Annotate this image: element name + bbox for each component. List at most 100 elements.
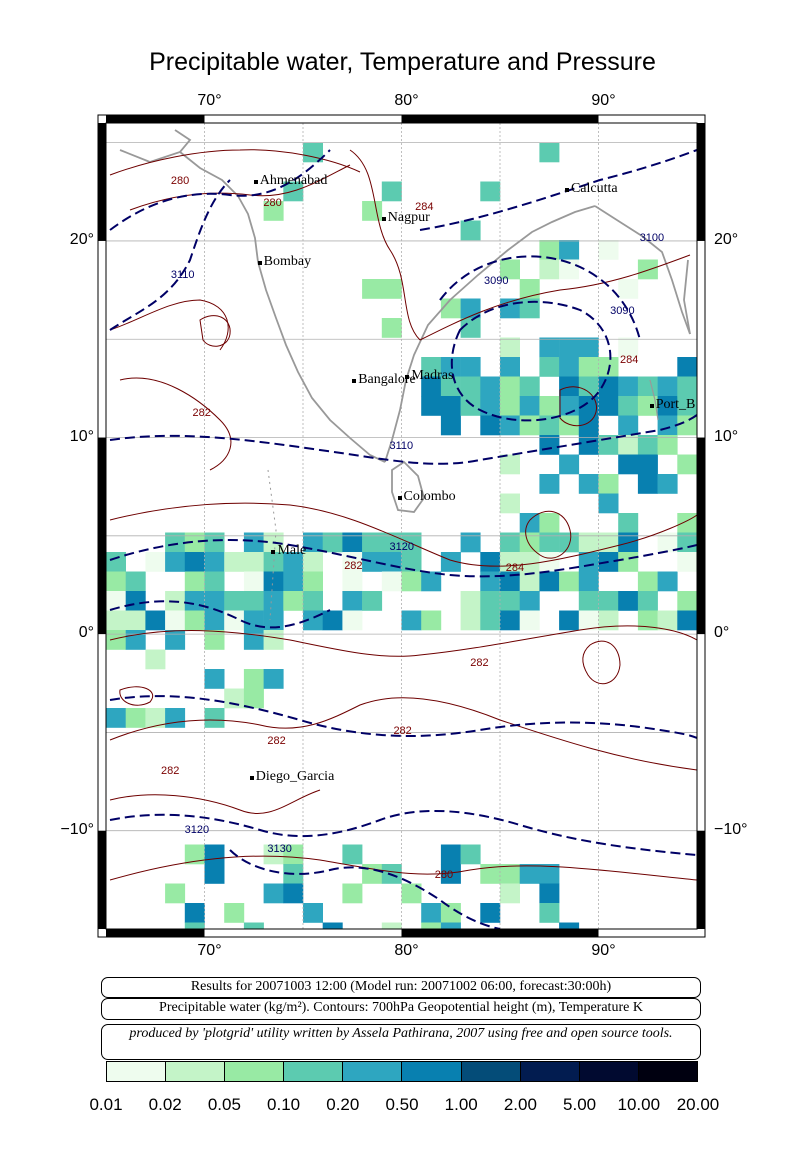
pw-cell-167 [519, 552, 540, 572]
pw-cell-52 [243, 688, 264, 709]
pw-cell-4 [106, 630, 126, 650]
pw-cell-229 [618, 454, 639, 475]
pw-cell-78 [322, 532, 343, 553]
city-marker-0 [253, 179, 258, 184]
contour-label-14: 282 [393, 725, 412, 738]
colorbar-label-8: 5.00 [563, 1095, 597, 1114]
pw-cell-46 [243, 552, 264, 572]
pw-cell-67 [283, 591, 304, 611]
pw-cell-191 [559, 357, 580, 377]
pw-cell-236 [637, 396, 658, 416]
pw-cell-260 [677, 610, 697, 631]
pw-cell-118 [440, 415, 461, 436]
pw-cell-106 [401, 883, 422, 904]
pw-cell-54 [263, 201, 284, 221]
pw-cell-83 [342, 571, 363, 592]
city-marker-6 [649, 404, 654, 409]
pw-cell-51 [243, 669, 264, 689]
pw-cell-137 [480, 415, 501, 436]
colorbar [106, 1061, 698, 1082]
pw-cell-59 [263, 610, 284, 631]
pw-cell-65 [283, 552, 304, 572]
pw-cell-156 [500, 591, 520, 611]
pw-cell-29 [184, 922, 205, 929]
pw-cell-208 [578, 552, 599, 572]
pw-cell-5 [106, 708, 126, 728]
pw-cell-21 [165, 883, 186, 904]
pw-cell-86 [342, 844, 363, 865]
pw-cell-111 [421, 610, 442, 631]
pw-cell-226 [618, 396, 639, 416]
colorbar-swatch-6 [461, 1062, 521, 1081]
frame-bar-left-2 [98, 437, 106, 635]
city-label-9: Diego_Garcia [255, 768, 335, 784]
pw-cell-238 [637, 454, 658, 475]
pw-cell-250 [657, 610, 678, 631]
pw-cell-99 [381, 571, 402, 592]
pw-cell-146 [500, 337, 520, 358]
pw-cell-18 [165, 610, 186, 631]
pw-cell-149 [500, 396, 520, 416]
pw-cell-163 [519, 396, 540, 416]
pw-cell-200 [578, 337, 599, 358]
pw-cell-138 [480, 552, 501, 572]
pw-cell-79 [322, 610, 343, 631]
city-label-5: Madras [411, 367, 454, 383]
pw-cell-198 [559, 610, 580, 631]
pw-cell-181 [539, 513, 560, 533]
pw-cell-164 [519, 415, 540, 436]
pw-cell-41 [224, 591, 245, 611]
pw-cell-237 [637, 435, 658, 455]
pw-cell-32 [204, 571, 225, 592]
pw-cell-102 [401, 532, 422, 553]
pw-cell-224 [618, 337, 639, 358]
frame-bar-bottom-2 [401, 929, 599, 937]
pw-cell-184 [539, 571, 560, 592]
pw-cell-125 [460, 298, 481, 319]
city-marker-2 [564, 187, 569, 192]
pw-cell-85 [342, 610, 363, 631]
frame-bar-right-4 [697, 830, 705, 929]
pw-cell-141 [480, 610, 501, 631]
pw-cell-215 [598, 396, 619, 416]
pw-cell-218 [598, 493, 619, 514]
pw-cell-196 [559, 532, 580, 553]
run-info-text: Results for 20071003 12:00 (Model run: 2… [190, 979, 612, 994]
pw-cell-172 [539, 142, 560, 163]
contour-label-9: 3110 [389, 440, 414, 453]
pw-cell-162 [519, 376, 540, 397]
pw-cell-202 [578, 376, 599, 397]
pw-cell-246 [657, 435, 678, 455]
frame-bar-left-4 [98, 830, 106, 929]
pw-cell-25 [184, 591, 205, 611]
pw-cell-13 [145, 649, 166, 670]
pw-cell-63 [263, 883, 284, 904]
colorbar-swatch-1 [166, 1062, 226, 1081]
city-label-6: Port_B [655, 397, 696, 413]
contour-label-1: 280 [263, 196, 282, 209]
city-label-8: Male [277, 542, 307, 558]
colorbar-swatch-8 [579, 1062, 639, 1081]
pw-cell-185 [539, 864, 560, 884]
pw-cell-128 [460, 376, 481, 397]
pw-cell-60 [263, 630, 284, 650]
colorbar-label-2: 0.05 [207, 1095, 241, 1114]
left-tick-label-0: 20° [69, 230, 94, 248]
pw-cell-173 [539, 240, 560, 260]
pw-cell-130 [460, 532, 481, 553]
contour-label-7: 284 [619, 353, 639, 366]
pw-cell-120 [440, 844, 461, 865]
pw-cell-26 [184, 610, 205, 631]
top-tick-label-0: 70° [197, 92, 222, 109]
pw-cell-114 [440, 298, 461, 319]
pw-cell-66 [283, 571, 304, 592]
pw-cell-213 [598, 357, 619, 377]
pw-cell-108 [421, 376, 442, 397]
city-label-7: Colombo [403, 489, 456, 505]
pw-cell-91 [362, 552, 383, 572]
pw-cell-45 [243, 532, 264, 553]
colorbar-label-5: 0.50 [385, 1095, 419, 1114]
pw-cell-144 [500, 259, 520, 280]
right-tick-label-1: 10° [714, 427, 739, 445]
